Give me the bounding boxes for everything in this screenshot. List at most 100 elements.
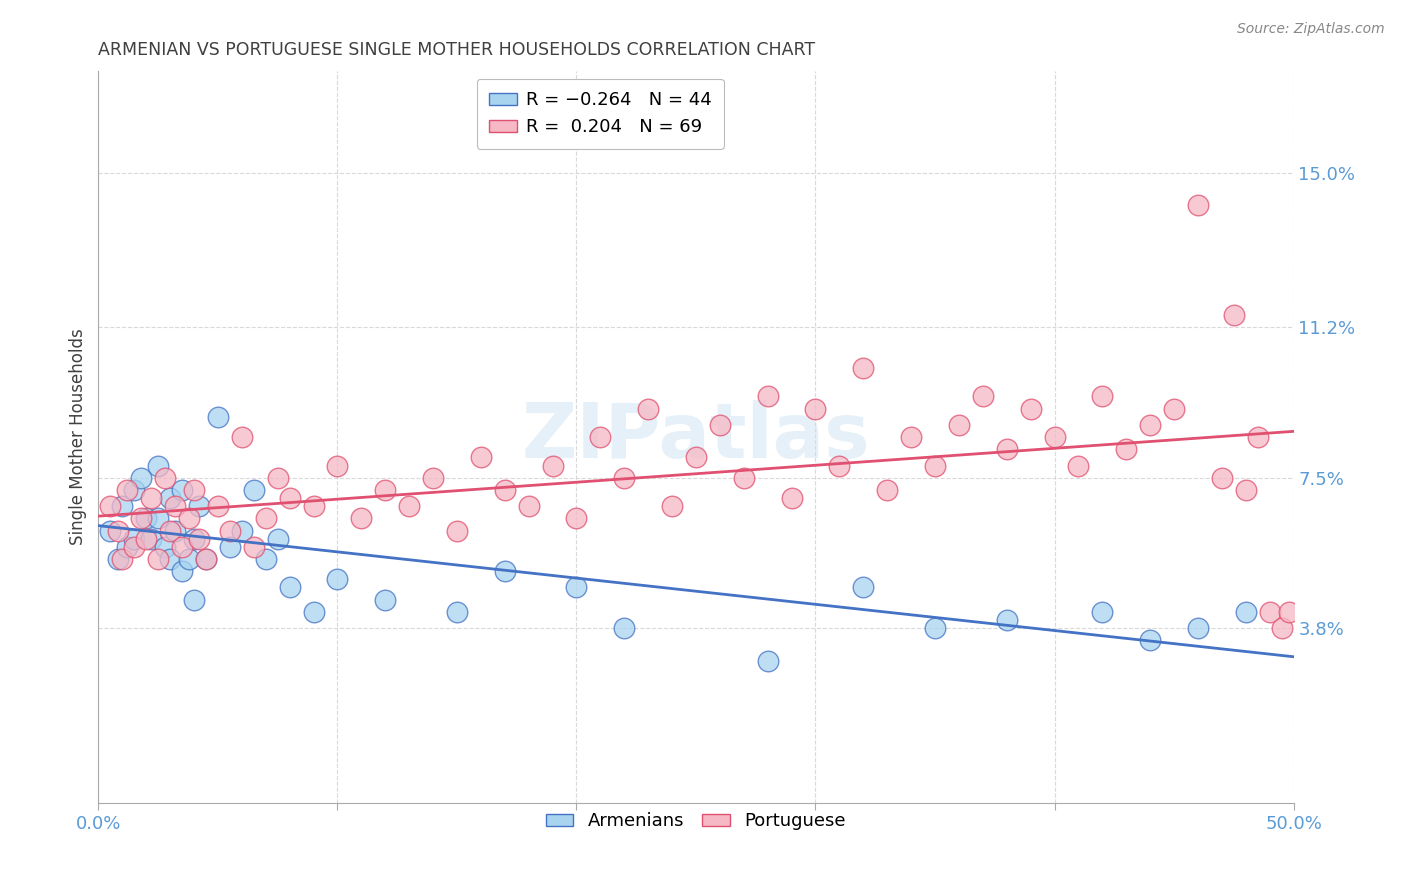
Point: [1223, 308, 1246, 322]
Point: [172, 564, 194, 578]
Point: [1278, 605, 1301, 619]
Point: [446, 605, 468, 619]
Point: [517, 499, 540, 513]
Point: [374, 592, 396, 607]
Point: [1234, 605, 1257, 619]
Point: [972, 389, 994, 403]
Point: [995, 442, 1018, 457]
Point: [828, 458, 851, 473]
Point: [111, 499, 134, 513]
Point: [243, 483, 266, 497]
Point: [852, 361, 875, 376]
Point: [139, 491, 162, 505]
Point: [374, 483, 396, 497]
Point: [231, 430, 253, 444]
Point: [1187, 198, 1209, 212]
Point: [446, 524, 468, 538]
Point: [852, 581, 875, 595]
Point: [183, 592, 205, 607]
Point: [1091, 605, 1114, 619]
Point: [107, 552, 129, 566]
Point: [98, 524, 122, 538]
Point: [1115, 442, 1137, 457]
Point: [135, 511, 157, 525]
Point: [163, 524, 186, 538]
Point: [172, 540, 194, 554]
Point: [494, 483, 516, 497]
Point: [1258, 605, 1281, 619]
Point: [179, 511, 201, 525]
Point: [267, 471, 290, 485]
Point: [1139, 633, 1161, 648]
Text: Source: ZipAtlas.com: Source: ZipAtlas.com: [1237, 22, 1385, 37]
Point: [326, 458, 349, 473]
Point: [254, 511, 277, 525]
Point: [107, 524, 129, 538]
Point: [995, 613, 1018, 627]
Point: [278, 491, 301, 505]
Point: [124, 483, 146, 497]
Point: [422, 471, 444, 485]
Point: [685, 450, 707, 465]
Point: [326, 572, 349, 586]
Point: [111, 552, 134, 566]
Point: [924, 621, 946, 635]
Point: [1234, 483, 1257, 497]
Point: [948, 417, 970, 432]
Point: [267, 532, 290, 546]
Y-axis label: Single Mother Households: Single Mother Households: [69, 329, 87, 545]
Point: [589, 430, 612, 444]
Point: [302, 605, 325, 619]
Point: [900, 430, 922, 444]
Point: [494, 564, 516, 578]
Point: [148, 458, 170, 473]
Point: [613, 621, 636, 635]
Point: [243, 540, 266, 554]
Point: [139, 532, 162, 546]
Legend: Armenians, Portuguese: Armenians, Portuguese: [538, 805, 853, 838]
Point: [278, 581, 301, 595]
Point: [1187, 621, 1209, 635]
Point: [159, 524, 181, 538]
Point: [1211, 471, 1233, 485]
Point: [124, 540, 146, 554]
Text: ZIPatlas: ZIPatlas: [522, 401, 870, 474]
Point: [159, 491, 181, 505]
Point: [219, 524, 242, 538]
Point: [637, 401, 659, 416]
Point: [98, 499, 122, 513]
Point: [124, 532, 146, 546]
Point: [155, 471, 177, 485]
Point: [187, 532, 209, 546]
Point: [1271, 621, 1294, 635]
Point: [159, 552, 181, 566]
Point: [172, 483, 194, 497]
Point: [187, 499, 209, 513]
Point: [254, 552, 277, 566]
Point: [1091, 389, 1114, 403]
Point: [470, 450, 492, 465]
Point: [876, 483, 898, 497]
Point: [183, 483, 205, 497]
Point: [115, 483, 138, 497]
Point: [302, 499, 325, 513]
Point: [350, 511, 373, 525]
Point: [1247, 430, 1270, 444]
Point: [231, 524, 253, 538]
Point: [195, 552, 218, 566]
Point: [613, 471, 636, 485]
Point: [780, 491, 803, 505]
Point: [804, 401, 827, 416]
Point: [1067, 458, 1090, 473]
Point: [565, 581, 588, 595]
Point: [183, 532, 205, 546]
Point: [135, 532, 157, 546]
Point: [1163, 401, 1185, 416]
Point: [398, 499, 420, 513]
Point: [756, 389, 779, 403]
Point: [1019, 401, 1042, 416]
Point: [207, 409, 229, 424]
Point: [733, 471, 755, 485]
Point: [131, 511, 153, 525]
Point: [207, 499, 229, 513]
